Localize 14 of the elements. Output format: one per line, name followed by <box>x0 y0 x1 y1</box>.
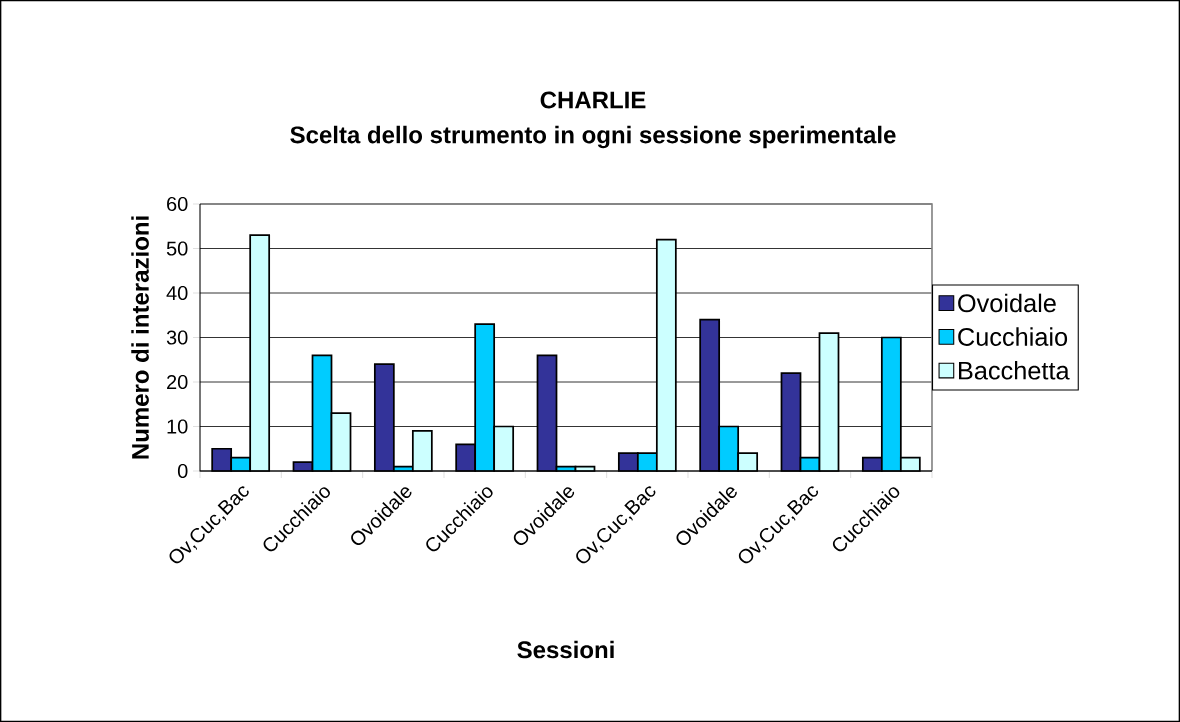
y-tick-label: 10 <box>167 419 188 434</box>
x-axis-title: Sessioni <box>517 640 614 659</box>
y-tick-label: 40 <box>166 285 188 301</box>
chart-subtitle: Scelta dello strumento in ogni sessione sperimentale <box>290 125 896 149</box>
y-tick-label: 20 <box>167 374 188 390</box>
y-tick-label: 30 <box>166 330 188 345</box>
y-tick-label: 0 <box>177 463 188 479</box>
legend-label: Bacchetta <box>959 361 1070 380</box>
legend-label: Ovoidale <box>958 293 1056 313</box>
y-tick-label: 50 <box>166 241 188 256</box>
chart-title: CHARLIE <box>540 91 646 109</box>
legend-label: Cucchiaio <box>958 327 1068 346</box>
y-tick-label: 60 <box>167 196 188 212</box>
y-axis-title: Numero di interazioni <box>131 216 149 459</box>
